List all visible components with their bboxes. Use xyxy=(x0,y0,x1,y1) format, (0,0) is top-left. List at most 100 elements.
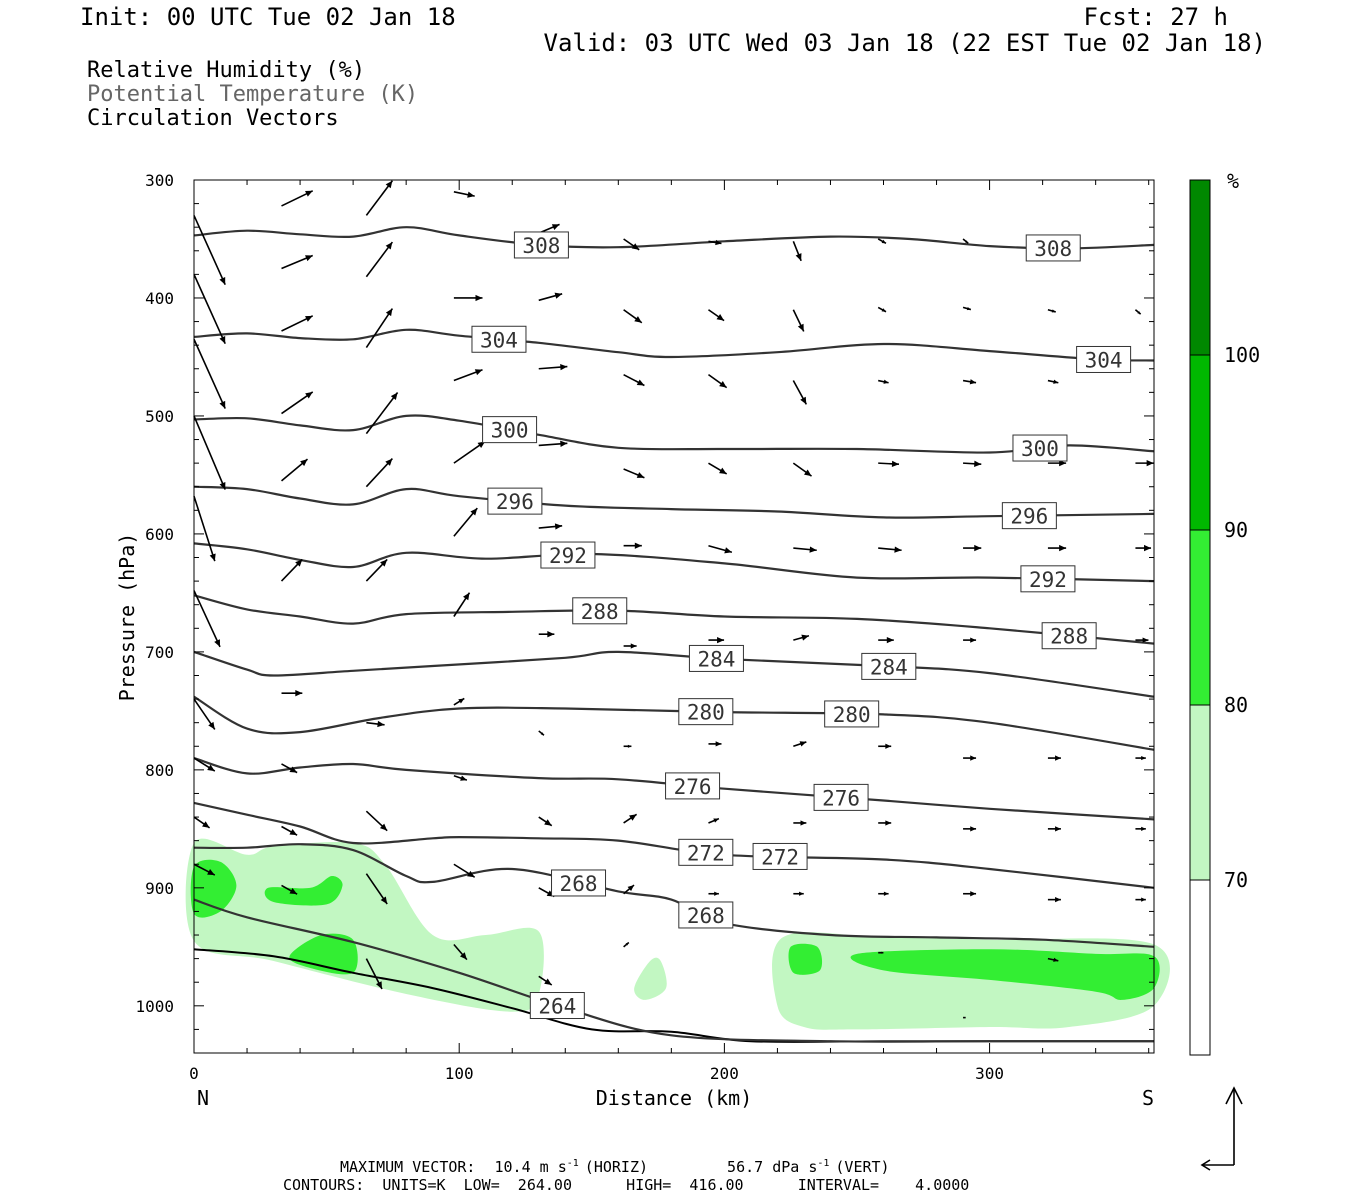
init-time: Init: 00 UTC Tue 02 Jan 18 xyxy=(80,3,456,31)
circulation-vector-59 xyxy=(623,941,630,948)
circulation-vector-107 xyxy=(1134,309,1142,315)
circulation-vector-18 xyxy=(281,825,298,836)
circulation-vector-14 xyxy=(281,458,309,482)
theta-label-box-300-1 xyxy=(1012,434,1068,462)
theta-label-296-1: 296 xyxy=(1010,505,1048,529)
colorbar-segment-4 xyxy=(1189,179,1211,356)
rh-region-80-7 xyxy=(850,949,1160,1000)
theta-label-box-280-0 xyxy=(678,698,734,726)
theta-label-280-1: 280 xyxy=(833,703,871,727)
theta-label-box-308-0 xyxy=(513,231,569,259)
theta-label-box-308-1 xyxy=(1025,234,1081,262)
circulation-vector-112 xyxy=(1135,826,1146,831)
colorbar-label-70: 70 xyxy=(1224,868,1248,892)
circulation-vector-79 xyxy=(877,306,887,313)
colorbar-label-90: 90 xyxy=(1224,518,1248,542)
circulation-vector-0 xyxy=(193,215,226,286)
theta-contour-292 xyxy=(193,542,1155,583)
horiz-exp: -1 xyxy=(567,1158,579,1169)
rh-fill-layer xyxy=(185,838,1170,1030)
circulation-vector-75 xyxy=(793,741,807,748)
theta-contour-304 xyxy=(193,328,1155,362)
circulation-vector-12 xyxy=(281,315,314,332)
theta-label-288-1: 288 xyxy=(1050,625,1088,649)
circulation-vector-111 xyxy=(1135,755,1146,761)
colorbar-label-80: 80 xyxy=(1224,693,1248,717)
reference-vector-icon xyxy=(1200,1086,1243,1171)
horiz-tag: (HORIZ) xyxy=(585,1158,648,1176)
circulation-vector-34 xyxy=(453,507,478,537)
circulation-vector-49 xyxy=(538,975,553,986)
colorbar-segment-3 xyxy=(1189,354,1211,531)
circulation-vector-50 xyxy=(623,238,640,251)
circulation-vector-1 xyxy=(193,274,226,345)
circulation-vector-16 xyxy=(281,690,303,697)
circulation-vector-73 xyxy=(793,546,817,553)
circulation-vector-6 xyxy=(193,698,216,730)
legend-rh: Relative Humidity (%) xyxy=(87,58,365,83)
circulation-vector-62 xyxy=(708,374,728,389)
circulation-vector-84 xyxy=(878,743,892,749)
circulation-vector-82 xyxy=(878,546,902,553)
circulation-vector-7 xyxy=(193,757,216,772)
colorbar-segment-2 xyxy=(1189,529,1211,706)
circulation-vector-98 xyxy=(1047,308,1056,313)
theta-label-box-264-0 xyxy=(529,992,585,1020)
circulation-vector-110 xyxy=(1135,637,1149,643)
circulation-vector-78 xyxy=(877,238,887,245)
theta-contour-296 xyxy=(193,485,1155,519)
y-tick-label-500: 500 xyxy=(145,407,174,426)
circulation-vector-30 xyxy=(453,191,475,198)
forecast-hour: Fcst: 27 h xyxy=(1084,3,1229,31)
circulation-vector-85 xyxy=(878,820,892,826)
circulation-vector-106 xyxy=(1047,957,1059,962)
theta-label-304-0: 304 xyxy=(480,328,518,352)
circulation-vector-10 xyxy=(281,190,314,207)
circulation-vector-52 xyxy=(623,373,645,387)
circulation-vector-43 xyxy=(538,440,568,447)
theta-label-300-1: 300 xyxy=(1021,437,1059,461)
y-tick-label-700: 700 xyxy=(145,643,174,662)
circulation-vector-56 xyxy=(623,744,632,748)
circulation-vector-2 xyxy=(193,338,226,409)
theta-label-276-1: 276 xyxy=(822,786,860,810)
rh-region-80-4 xyxy=(264,875,343,906)
circulation-vector-69 xyxy=(792,241,802,262)
circulation-vector-92 xyxy=(963,544,982,552)
theta-contour-300 xyxy=(193,414,1155,454)
circulation-vector-63 xyxy=(708,462,728,475)
circulation-vector-65 xyxy=(708,636,725,644)
vert-tag: (VERT) xyxy=(835,1158,889,1176)
theta-label-box-296-0 xyxy=(487,487,543,515)
circulation-vector-46 xyxy=(538,730,545,736)
theta-label-284-0: 284 xyxy=(697,647,735,671)
x-tick-label-300: 300 xyxy=(975,1064,1004,1083)
theta-label-296-0: 296 xyxy=(496,490,534,514)
circulation-vector-104 xyxy=(1047,826,1061,832)
circulation-vector-41 xyxy=(538,292,563,302)
theta-label-288-0: 288 xyxy=(581,600,619,624)
x-axis-title: Distance (km) xyxy=(596,1086,753,1110)
circulation-vector-42 xyxy=(538,363,568,371)
circulation-vector-60 xyxy=(708,239,722,246)
circulation-vector-29 xyxy=(365,958,383,990)
colorbar-segment-1 xyxy=(1189,704,1211,881)
circulation-vector-68 xyxy=(708,891,719,896)
footer-max-vector: MAXIMUM VECTOR: 10.4 m s-1 (HORIZ) 56.7 d… xyxy=(340,1158,890,1176)
circulation-vector-36 xyxy=(453,697,465,706)
circulation-vector-22 xyxy=(365,308,394,348)
axis-ticks: 300 400 500 600 700 800 900 1000 0 100 200 300 xyxy=(135,171,1154,1083)
circulation-vector-4 xyxy=(193,495,216,562)
circulation-vector-26 xyxy=(366,720,385,728)
circulation-vector-87 xyxy=(878,951,884,954)
theta-label-box-296-1 xyxy=(1001,502,1057,530)
theta-label-284-1: 284 xyxy=(870,655,908,679)
theta-label-box-304-1 xyxy=(1076,345,1132,373)
circulation-vector-13 xyxy=(281,391,314,415)
circulation-vector-86 xyxy=(878,891,889,896)
theta-label-box-268-1 xyxy=(678,901,734,929)
theta-label-268-1: 268 xyxy=(687,904,725,928)
circulation-vector-90 xyxy=(962,379,977,385)
theta-label-box-292-0 xyxy=(540,541,596,569)
